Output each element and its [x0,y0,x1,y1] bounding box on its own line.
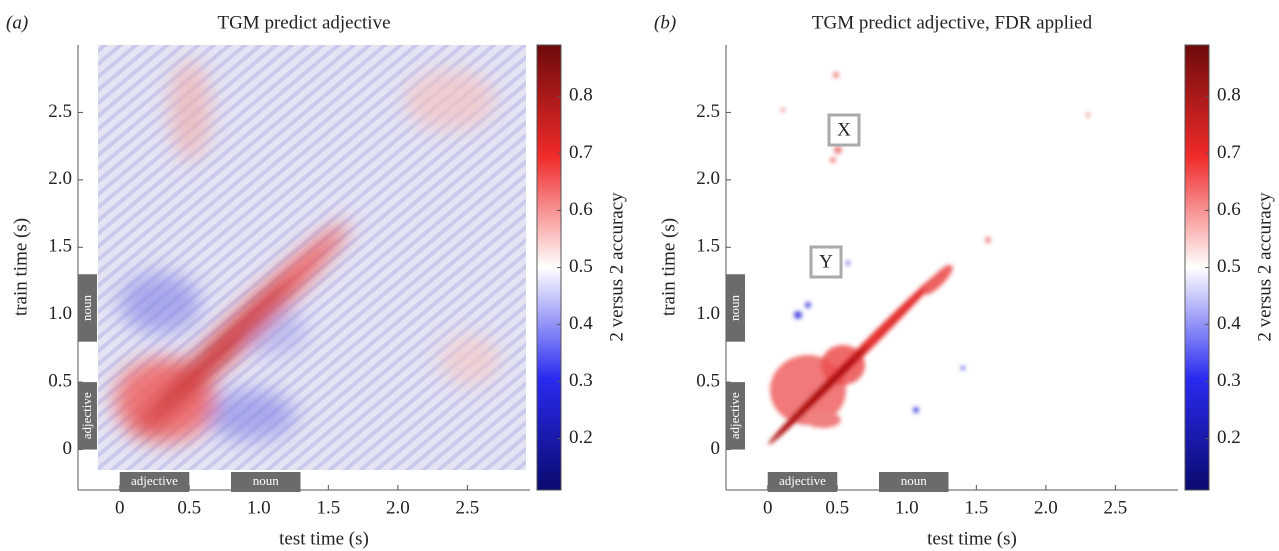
annotation: Y [819,251,833,272]
x-tick-label: 0 [115,497,125,518]
y-tick-label: 2.5 [696,101,720,122]
colorbar-tick-label: 0.2 [1217,427,1241,448]
panel: (a) TGM predict adjective test time (s) tra… [6,12,627,549]
y-tick-label: 1.0 [696,303,720,324]
x-tick-label: 1.0 [895,497,919,518]
annotation-box [827,113,861,147]
event-bar [119,472,190,492]
event-bar [230,472,301,492]
y-tick-label: 2.0 [48,168,72,189]
event-label: adjective [79,392,94,439]
event-label: adjective [779,473,826,488]
colorbar-tick-label: 0.6 [1217,199,1241,220]
event-bar [78,382,97,450]
event-bar [767,472,838,492]
colorbar-tick-label: 0.5 [569,256,593,277]
x-tick-label: 2.5 [456,497,480,518]
panel-label: (a) [6,12,28,33]
y-axis-label: train time (s) [10,218,31,316]
chart-title: TGM predict adjective, FDR applied [812,12,1093,33]
y-tick-label: 0 [711,438,721,459]
x-tick-label: 2.0 [1034,497,1058,518]
colorbar-tick-label: 0.3 [569,370,593,391]
x-tick-label: 1.0 [247,497,271,518]
colorbar-tick-label: 0.7 [1217,142,1241,163]
colorbar-tick-label: 0.2 [569,427,593,448]
event-bar [78,274,97,342]
colorbar-tick-label: 0.4 [569,313,593,334]
panel: (b) TGM predict adjective, FDR applied tes… [654,12,1275,549]
event-bar [726,274,745,342]
x-tick-label: 2.0 [386,497,410,518]
heatmap-image [98,45,526,470]
colorbar-tick-label: 0.4 [1217,313,1241,334]
colorbar-tick-label: 0.6 [569,199,593,220]
annotation-box [809,245,843,279]
y-tick-label: 2.0 [696,168,720,189]
x-tick-label: 1.5 [964,497,988,518]
event-label: noun [79,294,94,321]
x-tick-label: 0.5 [177,497,201,518]
annotation: X [837,119,851,140]
x-axis-label: test time (s) [927,528,1017,549]
event-bar [878,472,949,492]
event-bar [726,382,745,450]
panel-label: (b) [654,12,676,33]
y-tick-label: 2.5 [48,101,72,122]
y-axis-label: train time (s) [658,218,679,316]
y-tick-label: 0.5 [696,370,720,391]
y-tick-label: 0.5 [48,370,72,391]
colorbar-tick-label: 0.8 [569,85,593,106]
y-tick-label: 0 [63,438,73,459]
colorbar-tick-label: 0.7 [569,142,593,163]
event-label: noun [727,294,742,321]
x-tick-label: 1.5 [316,497,340,518]
colorbar-tick-label: 0.8 [1217,85,1241,106]
x-tick-label: 0 [763,497,773,518]
event-label: noun [253,473,280,488]
colorbar-tick-label: 0.5 [1217,256,1241,277]
y-tick-label: 1.0 [48,303,72,324]
x-tick-label: 2.5 [1104,497,1128,518]
colorbar-tick-label: 0.3 [1217,370,1241,391]
y-tick-label: 1.5 [696,236,720,257]
event-label: adjective [131,473,178,488]
heatmap-image [768,72,1090,445]
event-label: noun [901,473,928,488]
colorbar-label: 2 versus 2 accuracy [1254,192,1275,342]
event-label: adjective [727,392,742,439]
chart-title: TGM predict adjective [217,12,390,33]
y-tick-label: 1.5 [48,236,72,257]
x-tick-label: 0.5 [825,497,849,518]
x-axis-label: test time (s) [279,528,369,549]
colorbar-label: 2 versus 2 accuracy [606,192,627,342]
